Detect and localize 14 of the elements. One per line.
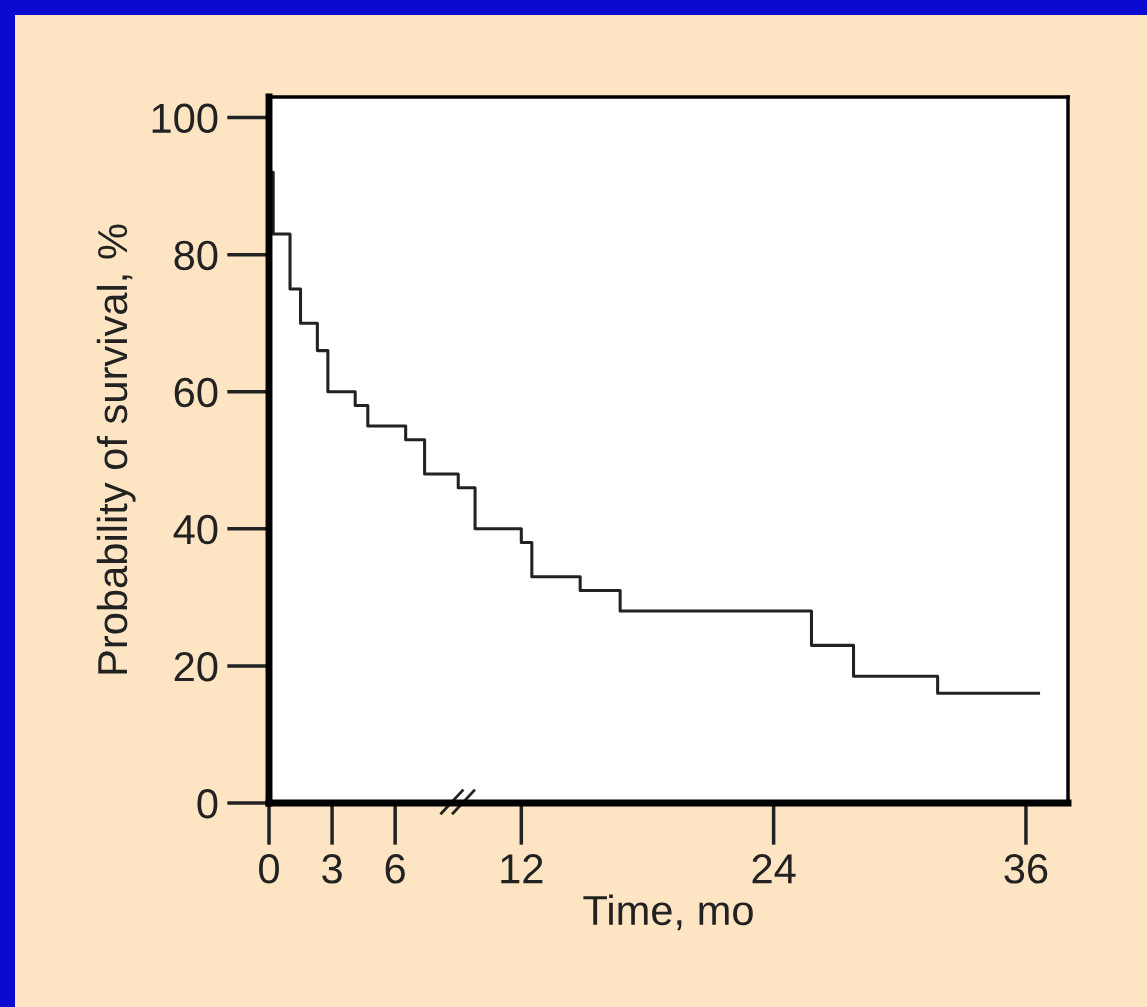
y-tick-label: 60	[174, 377, 218, 408]
y-tick-label: 20	[174, 651, 218, 682]
x-tick-label: 24	[752, 854, 796, 884]
y-axis-title: Probability of survival, %	[96, 224, 136, 674]
x-tick-label: 0	[259, 854, 279, 884]
x-tick-label: 12	[501, 854, 543, 884]
x-tick-label: 6	[385, 854, 405, 884]
y-tick-label: 100	[152, 103, 218, 134]
y-tick-label: 40	[173, 514, 218, 545]
x-tick-label: 36	[1004, 854, 1048, 884]
x-tick-label: 3	[322, 854, 342, 884]
y-tick-label: 0	[197, 789, 218, 819]
x-axis-title: Time, mo	[583, 894, 753, 931]
y-tick-label: 80	[174, 240, 218, 271]
